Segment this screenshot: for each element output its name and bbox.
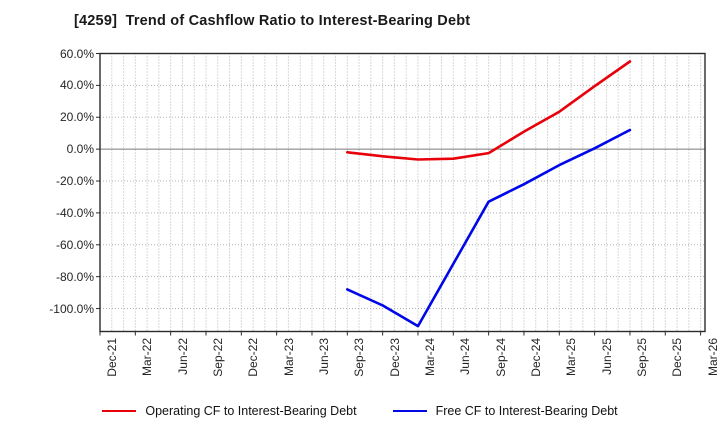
y-tick-label: 60.0% [59, 46, 94, 61]
series-line-operating-cf-to-interest-bearing-debt [345, 60, 632, 161]
legend-item-free-cf: Free CF to Interest-Bearing Debt [392, 404, 618, 418]
x-tick-label: Dec-25 [670, 338, 685, 377]
y-tick-label: 0.0% [66, 142, 94, 157]
x-tick-label: Dec-22 [246, 338, 261, 377]
legend-label-operating-cf: Operating CF to Interest-Bearing Debt [145, 404, 357, 418]
y-tick-label: -20.0% [55, 174, 94, 189]
y-tick-label: 20.0% [59, 110, 94, 125]
x-tick-label: Dec-21 [105, 338, 119, 377]
free-cf-line-swatch [392, 409, 427, 413]
plot-border [99, 52, 706, 333]
chart-title: [4259] Trend of Cashflow Ratio to Intere… [74, 13, 471, 29]
chart-legend: Operating CF to Interest-Bearing Debt Fr… [0, 402, 720, 420]
x-tick-label: Mar-22 [140, 338, 155, 377]
series-line-free-cf-to-interest-bearing-debt [345, 128, 632, 328]
x-tick-label: Mar-24 [422, 338, 437, 377]
y-tick-label: -100.0% [49, 301, 94, 316]
x-tick-label: Mar-26 [705, 338, 720, 377]
x-tick-label: Sep-22 [210, 338, 225, 377]
x-tick-label: Jun-24 [458, 338, 473, 375]
x-tick-label: Sep-23 [352, 338, 367, 377]
x-tick-label: Mar-23 [281, 338, 296, 377]
y-tick-label: -40.0% [55, 205, 94, 220]
x-tick-label: Jun-23 [316, 338, 331, 375]
x-tick-label: Sep-24 [493, 338, 508, 377]
x-tick-label: Dec-23 [387, 338, 402, 377]
operating-cf-line-swatch [102, 409, 137, 413]
legend-label-free-cf: Free CF to Interest-Bearing Debt [435, 404, 618, 418]
x-tick-label: Mar-25 [564, 338, 579, 377]
x-tick-label: Jun-22 [175, 338, 190, 375]
x-tick-label: Jun-25 [599, 338, 614, 375]
x-tick-label: Sep-25 [634, 338, 649, 377]
y-tick-label: 40.0% [59, 78, 94, 93]
legend-item-operating-cf: Operating CF to Interest-Bearing Debt [102, 404, 357, 418]
y-tick-label: -60.0% [55, 237, 94, 252]
y-tick-label: -80.0% [55, 269, 94, 284]
x-tick-label: Dec-24 [528, 338, 543, 377]
